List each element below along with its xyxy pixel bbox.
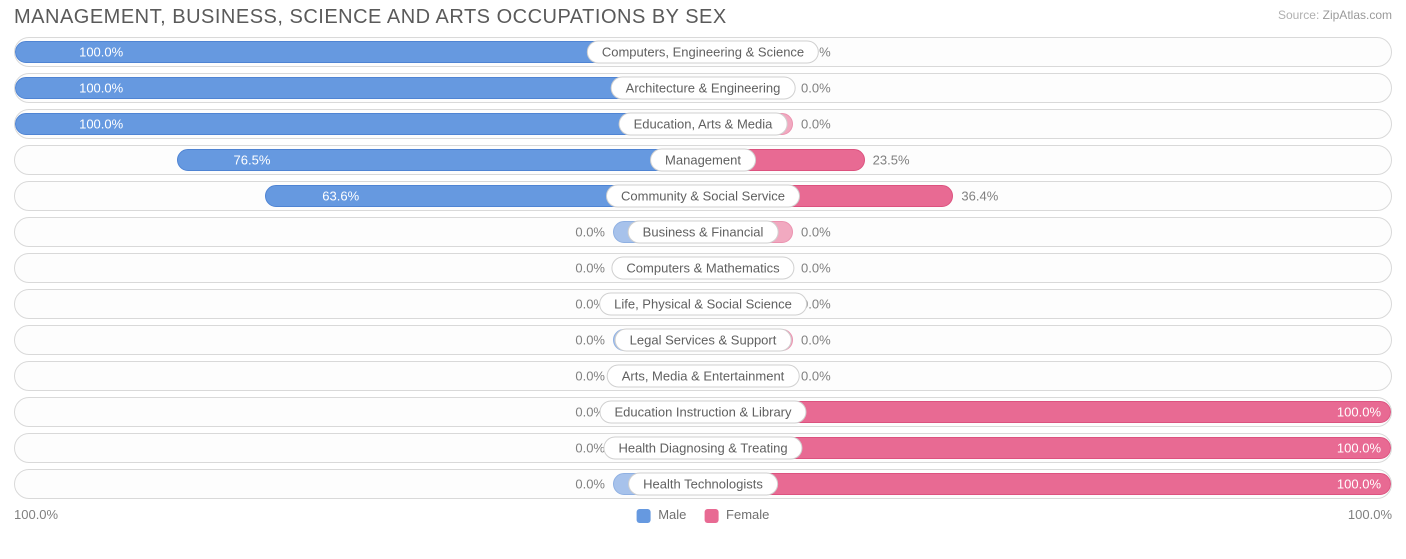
source-label: Source:	[1278, 8, 1319, 22]
female-value: 0.0%	[801, 117, 831, 132]
category-label: Legal Services & Support	[615, 329, 792, 352]
male-value: 0.0%	[575, 441, 605, 456]
chart-row: 0.0%100.0%Education Instruction & Librar…	[14, 397, 1392, 427]
female-bar	[703, 437, 1391, 459]
chart-title: MANAGEMENT, BUSINESS, SCIENCE AND ARTS O…	[14, 6, 727, 29]
male-value: 100.0%	[69, 117, 123, 132]
female-half: 23.5%	[703, 146, 1391, 174]
chart-row: 100.0%0.0%Computers, Engineering & Scien…	[14, 37, 1392, 67]
female-value: 36.4%	[961, 189, 998, 204]
male-value: 0.0%	[575, 225, 605, 240]
male-value: 63.6%	[312, 189, 359, 204]
chart-header: MANAGEMENT, BUSINESS, SCIENCE AND ARTS O…	[0, 0, 1406, 31]
female-half: 100.0%	[703, 434, 1391, 462]
legend-male: Male	[637, 507, 687, 523]
male-half: 0.0%	[15, 434, 703, 462]
male-half: 0.0%	[15, 326, 703, 354]
chart-row: 0.0% 100.0% Health Diagnosing & Treating	[14, 433, 1392, 463]
category-label: Management	[650, 149, 756, 172]
female-value: 0.0%	[801, 261, 831, 276]
male-half: 0.0%	[15, 362, 703, 390]
category-label: Arts, Media & Entertainment	[607, 365, 800, 388]
legend-female: Female	[704, 507, 769, 523]
female-half: 0.0%	[703, 362, 1391, 390]
male-value: 0.0%	[575, 261, 605, 276]
legend-male-label: Male	[658, 507, 686, 522]
female-value: 0.0%	[801, 225, 831, 240]
female-half: 0.0%	[703, 110, 1391, 138]
category-label: Business & Financial	[628, 221, 779, 244]
female-value: 23.5%	[873, 153, 910, 168]
female-value: 100.0%	[1337, 477, 1381, 492]
male-value: 100.0%	[69, 45, 123, 60]
female-value: 100.0%	[1337, 405, 1381, 420]
female-half: 0.0%	[703, 326, 1391, 354]
category-label: Computers & Mathematics	[611, 257, 794, 280]
source-value: ZipAtlas.com	[1323, 8, 1392, 22]
male-half: 0.0%	[15, 470, 703, 498]
male-value: 76.5%	[224, 153, 271, 168]
chart-row: 0.0% 0.0% Business & Financial	[14, 217, 1392, 247]
male-half: 76.5%	[15, 146, 703, 174]
female-half: 0.0%	[703, 218, 1391, 246]
female-value: 0.0%	[801, 333, 831, 348]
category-label: Life, Physical & Social Science	[599, 293, 807, 316]
male-half: 0.0%	[15, 218, 703, 246]
female-half: 0.0%	[703, 254, 1391, 282]
female-half: 100.0%	[703, 470, 1391, 498]
male-half: 63.6%	[15, 182, 703, 210]
female-value: 0.0%	[801, 81, 831, 96]
chart-row: 0.0%0.0%Life, Physical & Social Science	[14, 289, 1392, 319]
axis-right-label: 100.0%	[1348, 507, 1392, 522]
female-swatch	[704, 509, 718, 523]
male-half: 100.0%	[15, 110, 703, 138]
chart-row: 0.0% 100.0% Health Technologists	[14, 469, 1392, 499]
category-label: Education Instruction & Library	[599, 401, 806, 424]
male-value: 0.0%	[575, 369, 605, 384]
female-bar	[703, 473, 1391, 495]
chart-row: 0.0% 0.0% Computers & Mathematics	[14, 253, 1392, 283]
male-value: 100.0%	[69, 81, 123, 96]
chart-row: 100.0% 0.0% Architecture & Engineering	[14, 73, 1392, 103]
category-label: Community & Social Service	[606, 185, 800, 208]
male-half: 0.0%	[15, 254, 703, 282]
category-label: Architecture & Engineering	[611, 77, 796, 100]
female-half: 36.4%	[703, 182, 1391, 210]
diverging-bar-chart: 100.0% 0.0% Computers, Engineering & Scien…	[0, 31, 1406, 499]
chart-row: 76.5% 23.5% Management	[14, 145, 1392, 175]
chart-row: 63.6% 36.4% Community & Social Service	[14, 181, 1392, 211]
category-label: Health Technologists	[628, 473, 778, 496]
x-axis: 100.0% Male Female 100.0%	[0, 505, 1406, 522]
male-value: 0.0%	[575, 333, 605, 348]
male-value: 0.0%	[575, 477, 605, 492]
chart-row: 0.0% 0.0%Arts, Media & Entertainment	[14, 361, 1392, 391]
male-swatch	[637, 509, 651, 523]
male-half: 100.0%	[15, 74, 703, 102]
category-label: Education, Arts & Media	[619, 113, 788, 136]
axis-left-label: 100.0%	[14, 507, 58, 522]
female-half: 0.0%	[703, 74, 1391, 102]
chart-source: Source: ZipAtlas.com	[1278, 6, 1392, 24]
category-label: Health Diagnosing & Treating	[603, 437, 802, 460]
chart-row: 100.0% 0.0% Education, Arts & Media	[14, 109, 1392, 139]
category-label: Computers, Engineering & Science	[587, 41, 819, 64]
legend: Male Female	[637, 507, 770, 523]
legend-female-label: Female	[726, 507, 769, 522]
female-value: 0.0%	[801, 369, 831, 384]
chart-row: 0.0% 0.0% Legal Services & Support	[14, 325, 1392, 355]
female-value: 100.0%	[1337, 441, 1381, 456]
